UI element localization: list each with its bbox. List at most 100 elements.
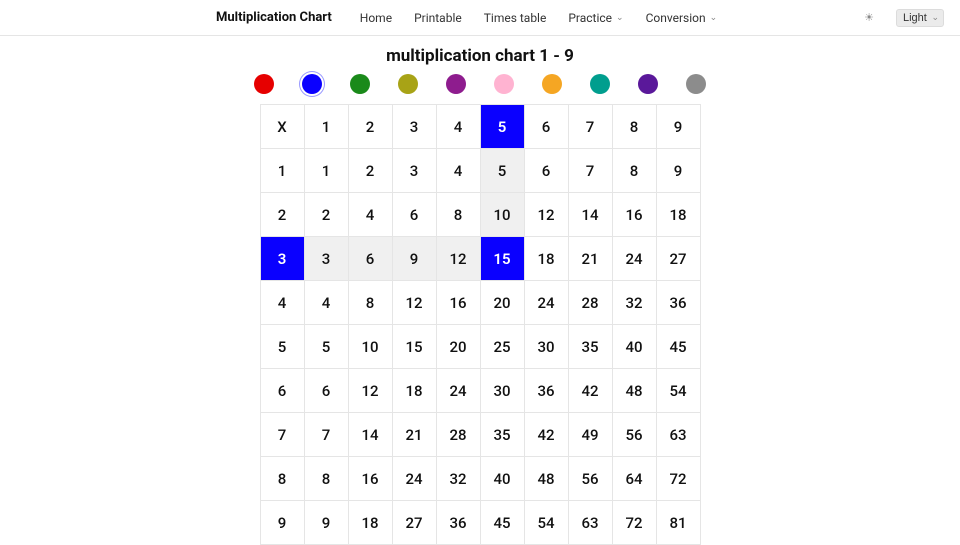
table-cell[interactable]: 63 [656, 413, 700, 457]
table-cell[interactable]: 72 [612, 501, 656, 545]
table-cell[interactable]: 30 [480, 369, 524, 413]
table-cell[interactable]: 64 [612, 457, 656, 501]
table-cell[interactable]: 56 [568, 457, 612, 501]
table-cell[interactable]: 5 [480, 149, 524, 193]
table-cell[interactable]: 28 [436, 413, 480, 457]
table-cell[interactable]: 15 [392, 325, 436, 369]
table-cell[interactable]: 27 [392, 501, 436, 545]
table-cell[interactable]: 30 [524, 325, 568, 369]
col-header[interactable]: 4 [436, 105, 480, 149]
table-cell[interactable]: 32 [612, 281, 656, 325]
color-swatch[interactable] [350, 74, 370, 94]
table-cell[interactable]: 24 [524, 281, 568, 325]
table-cell[interactable]: 4 [436, 149, 480, 193]
col-header[interactable]: 7 [568, 105, 612, 149]
table-cell[interactable]: 32 [436, 457, 480, 501]
table-cell[interactable]: 18 [656, 193, 700, 237]
table-cell[interactable]: 28 [568, 281, 612, 325]
table-cell[interactable]: 63 [568, 501, 612, 545]
table-cell[interactable]: 18 [348, 501, 392, 545]
table-cell[interactable]: 8 [612, 149, 656, 193]
table-cell[interactable]: 4 [348, 193, 392, 237]
row-header[interactable]: 8 [260, 457, 304, 501]
table-cell[interactable]: 16 [612, 193, 656, 237]
col-header[interactable]: 9 [656, 105, 700, 149]
table-cell[interactable]: 7 [568, 149, 612, 193]
table-cell[interactable]: 7 [304, 413, 348, 457]
table-cell[interactable]: 8 [304, 457, 348, 501]
color-swatch[interactable] [494, 74, 514, 94]
color-swatch[interactable] [686, 74, 706, 94]
table-cell[interactable]: 49 [568, 413, 612, 457]
table-cell[interactable]: 4 [304, 281, 348, 325]
row-header[interactable]: 2 [260, 193, 304, 237]
nav-link-conversion[interactable]: Conversion⌄ [646, 11, 718, 25]
color-swatch[interactable] [302, 74, 322, 94]
nav-link-times-table[interactable]: Times table [484, 11, 547, 25]
table-cell[interactable]: 3 [392, 149, 436, 193]
row-header[interactable]: 6 [260, 369, 304, 413]
col-header[interactable]: 3 [392, 105, 436, 149]
table-cell[interactable]: 12 [436, 237, 480, 281]
table-cell[interactable]: 56 [612, 413, 656, 457]
table-cell[interactable]: 1 [304, 149, 348, 193]
table-cell[interactable]: 36 [524, 369, 568, 413]
color-swatch[interactable] [398, 74, 418, 94]
table-cell[interactable]: 12 [392, 281, 436, 325]
color-swatch[interactable] [638, 74, 658, 94]
nav-link-home[interactable]: Home [360, 11, 392, 25]
table-cell[interactable]: 54 [524, 501, 568, 545]
color-swatch[interactable] [542, 74, 562, 94]
table-cell[interactable]: 9 [656, 149, 700, 193]
table-cell[interactable]: 27 [656, 237, 700, 281]
col-header[interactable]: 1 [304, 105, 348, 149]
table-cell[interactable]: 24 [612, 237, 656, 281]
table-cell[interactable]: 12 [524, 193, 568, 237]
row-header[interactable]: 7 [260, 413, 304, 457]
color-swatch[interactable] [590, 74, 610, 94]
table-cell[interactable]: 10 [480, 193, 524, 237]
table-cell[interactable]: 81 [656, 501, 700, 545]
table-cell[interactable]: 35 [480, 413, 524, 457]
table-cell[interactable]: 40 [612, 325, 656, 369]
table-cell[interactable]: 16 [436, 281, 480, 325]
row-header[interactable]: 5 [260, 325, 304, 369]
table-cell[interactable]: 20 [436, 325, 480, 369]
table-cell[interactable]: 45 [480, 501, 524, 545]
table-cell[interactable]: 40 [480, 457, 524, 501]
table-cell[interactable]: 24 [392, 457, 436, 501]
table-cell[interactable]: 6 [348, 237, 392, 281]
table-cell[interactable]: 14 [568, 193, 612, 237]
brand-title[interactable]: Multiplication Chart [216, 10, 332, 25]
nav-link-printable[interactable]: Printable [414, 11, 462, 25]
table-cell[interactable]: 48 [612, 369, 656, 413]
table-cell[interactable]: 6 [304, 369, 348, 413]
row-header[interactable]: 3 [260, 237, 304, 281]
table-cell[interactable]: 21 [392, 413, 436, 457]
col-header[interactable]: 5 [480, 105, 524, 149]
table-cell[interactable]: 25 [480, 325, 524, 369]
color-swatch[interactable] [254, 74, 274, 94]
table-cell[interactable]: 15 [480, 237, 524, 281]
table-cell[interactable]: 42 [568, 369, 612, 413]
col-header[interactable]: 8 [612, 105, 656, 149]
col-header[interactable]: 2 [348, 105, 392, 149]
table-cell[interactable]: 18 [524, 237, 568, 281]
table-cell[interactable]: 36 [656, 281, 700, 325]
table-cell[interactable]: 48 [524, 457, 568, 501]
row-header[interactable]: 4 [260, 281, 304, 325]
table-cell[interactable]: 36 [436, 501, 480, 545]
table-cell[interactable]: 5 [304, 325, 348, 369]
table-cell[interactable]: 24 [436, 369, 480, 413]
table-cell[interactable]: 42 [524, 413, 568, 457]
table-cell[interactable]: 54 [656, 369, 700, 413]
table-cell[interactable]: 12 [348, 369, 392, 413]
row-header[interactable]: 1 [260, 149, 304, 193]
table-cell[interactable]: 21 [568, 237, 612, 281]
col-header[interactable]: 6 [524, 105, 568, 149]
table-cell[interactable]: 6 [524, 149, 568, 193]
row-header[interactable]: 9 [260, 501, 304, 545]
table-cell[interactable]: 9 [304, 501, 348, 545]
table-cell[interactable]: 9 [392, 237, 436, 281]
color-swatch[interactable] [446, 74, 466, 94]
